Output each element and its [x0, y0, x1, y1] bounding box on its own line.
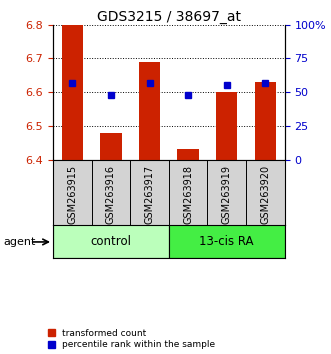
Text: agent: agent: [3, 237, 36, 247]
Text: GSM263920: GSM263920: [260, 165, 270, 224]
Text: GSM263919: GSM263919: [222, 165, 232, 224]
Legend: transformed count, percentile rank within the sample: transformed count, percentile rank withi…: [48, 329, 215, 349]
Bar: [100, 133, 121, 160]
Text: GSM263915: GSM263915: [67, 165, 77, 224]
Text: 13-cis RA: 13-cis RA: [200, 235, 254, 249]
Bar: [53, 225, 169, 258]
Text: GSM263918: GSM263918: [183, 165, 193, 224]
Bar: [139, 62, 160, 160]
Bar: [216, 92, 237, 160]
Bar: [177, 149, 199, 160]
Bar: [169, 225, 285, 258]
Text: GSM263916: GSM263916: [106, 165, 116, 224]
Text: GSM263917: GSM263917: [145, 165, 155, 224]
Bar: [62, 25, 83, 160]
Title: GDS3215 / 38697_at: GDS3215 / 38697_at: [97, 10, 241, 24]
Text: control: control: [90, 235, 131, 249]
Bar: [255, 82, 276, 160]
